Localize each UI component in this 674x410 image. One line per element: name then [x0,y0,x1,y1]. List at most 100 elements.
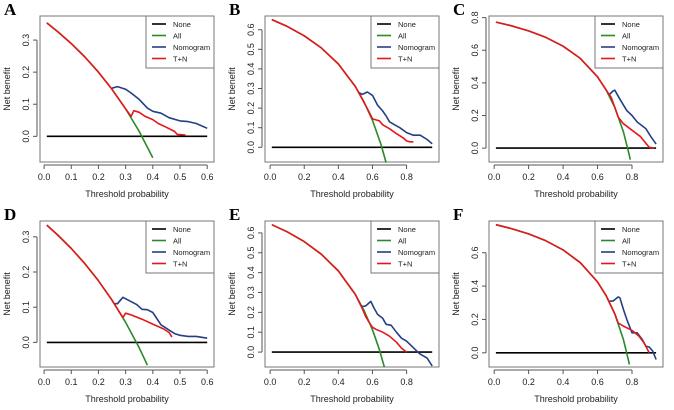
x-tick-label: 0.2 [92,377,105,387]
legend-label: None [173,20,191,29]
legend-label: All [173,32,182,41]
x-tick-label: 0.4 [557,172,570,182]
y-axis-label: Net benefit [451,272,461,316]
y-tick-label: 0.5 [246,43,256,56]
series-line-nomogram [114,296,208,339]
panel-label: D [4,205,16,224]
y-axis-label: Net benefit [227,67,237,111]
y-tick-label: 0.1 [246,121,256,134]
y-tick-label: 0.0 [470,347,480,360]
y-tick-label: 0.1 [246,326,256,339]
legend-label: All [398,237,407,246]
y-tick-label: 0.2 [470,313,480,326]
x-tick-label: 0.0 [264,377,277,387]
series-line-nomogram [609,89,657,145]
legend-label: T+N [622,260,636,269]
y-axis-label: Net benefit [2,67,12,111]
x-tick-label: 0.5 [174,172,187,182]
panel-label: A [4,0,17,19]
legend-label: None [622,225,640,234]
legend-label: All [173,237,182,246]
y-axis-label: Net benefit [227,272,237,316]
x-tick-label: 0.2 [522,377,535,387]
legend-label: T+N [398,260,412,269]
series-line-nomogram [362,300,433,367]
x-axis-label: Threshold probability [85,394,169,404]
x-tick-label: 0.1 [65,377,78,387]
x-tick-label: 0.0 [38,172,51,182]
y-tick-label: 0.4 [246,266,256,279]
series-line-tn [271,18,414,143]
x-tick-label: 0.1 [65,172,78,182]
x-tick-label: 0.6 [201,377,214,387]
legend: None All Nomogram T+N [594,15,664,69]
legend-label: None [398,20,416,29]
legend-label: Nomogram [173,43,210,52]
legend-label: All [398,32,407,41]
plot-frame [39,220,215,368]
plot-frame [39,15,215,163]
y-tick-label: 0.1 [21,98,31,111]
y-tick-label: 0.2 [21,266,31,279]
legend-label: Nomogram [173,248,210,257]
panel-e: E 0.0 0.2 0.4 0.6 0.8 Threshold probability 0.0… [227,205,440,404]
legend: None All Nomogram T+N [370,15,440,69]
panel-label: C [453,0,465,19]
series-line-tn [46,22,186,136]
panel-label: E [229,205,240,224]
legend-label: T+N [398,55,412,64]
x-tick-label: 0.2 [522,172,535,182]
legend-label: T+N [622,55,636,64]
panel-label: B [229,0,240,19]
y-tick-label: 0.4 [470,280,480,293]
y-tick-label: 0.2 [246,306,256,319]
x-tick-label: 0.2 [92,172,105,182]
series-line-nomogram [358,91,433,145]
legend: None All Nomogram T+N [145,15,215,69]
x-tick-label: 0.6 [366,377,379,387]
legend-label: T+N [173,260,187,269]
series-line-all [271,18,387,163]
y-tick-label: 0.0 [21,130,31,143]
legend: None All Nomogram T+N [145,220,215,274]
y-tick-label: 0.8 [470,11,480,24]
x-tick-label: 0.4 [332,172,345,182]
y-tick-label: 0.4 [246,63,256,76]
y-tick-label: 0.6 [246,227,256,240]
legend: None All Nomogram T+N [594,220,664,274]
legend-label: None [173,225,191,234]
x-tick-label: 0.8 [400,377,413,387]
series-line-nomogram [609,296,657,360]
x-tick-label: 0.3 [119,377,132,387]
x-tick-label: 0.0 [488,377,501,387]
y-tick-label: 0.6 [246,23,256,36]
y-tick-label: 0.2 [246,102,256,115]
plot-frame [488,220,664,368]
x-tick-label: 0.8 [626,172,639,182]
panel-f: F 0.0 0.2 0.4 0.6 0.8 Threshold probability 0.0… [451,205,664,404]
legend-label: Nomogram [398,43,435,52]
x-tick-label: 0.4 [557,377,570,387]
x-tick-label: 0.0 [488,172,501,182]
series-line-tn [495,21,655,149]
series-line-all [46,224,149,366]
x-tick-label: 0.4 [332,377,345,387]
panel-b: B 0.0 0.2 0.4 0.6 0.8 Threshold probability 0.0… [227,0,440,199]
x-axis-label: Threshold probability [310,189,394,199]
y-tick-label: 0.0 [21,336,31,349]
y-tick-label: 0.1 [21,301,31,314]
panel-d: D 0.0 0.1 0.2 0.3 0.4 0.5 0.6 Threshold probabil… [2,205,215,404]
panel-a: A 0.0 0.1 0.2 0.3 0.4 0.5 0.6 Threshold probabil… [2,0,215,199]
y-tick-label: 0.0 [246,346,256,359]
x-axis-label: Threshold probability [534,394,618,404]
legend-label: All [622,237,631,246]
x-tick-label: 0.6 [366,172,379,182]
legend: None All Nomogram T+N [370,220,440,274]
y-tick-label: 0.4 [470,77,480,90]
x-tick-label: 0.8 [400,172,413,182]
x-tick-label: 0.6 [591,377,604,387]
series-line-all [46,22,154,159]
series-line-all [271,223,386,368]
plot-frame [488,15,664,163]
y-tick-label: 0.0 [246,141,256,154]
